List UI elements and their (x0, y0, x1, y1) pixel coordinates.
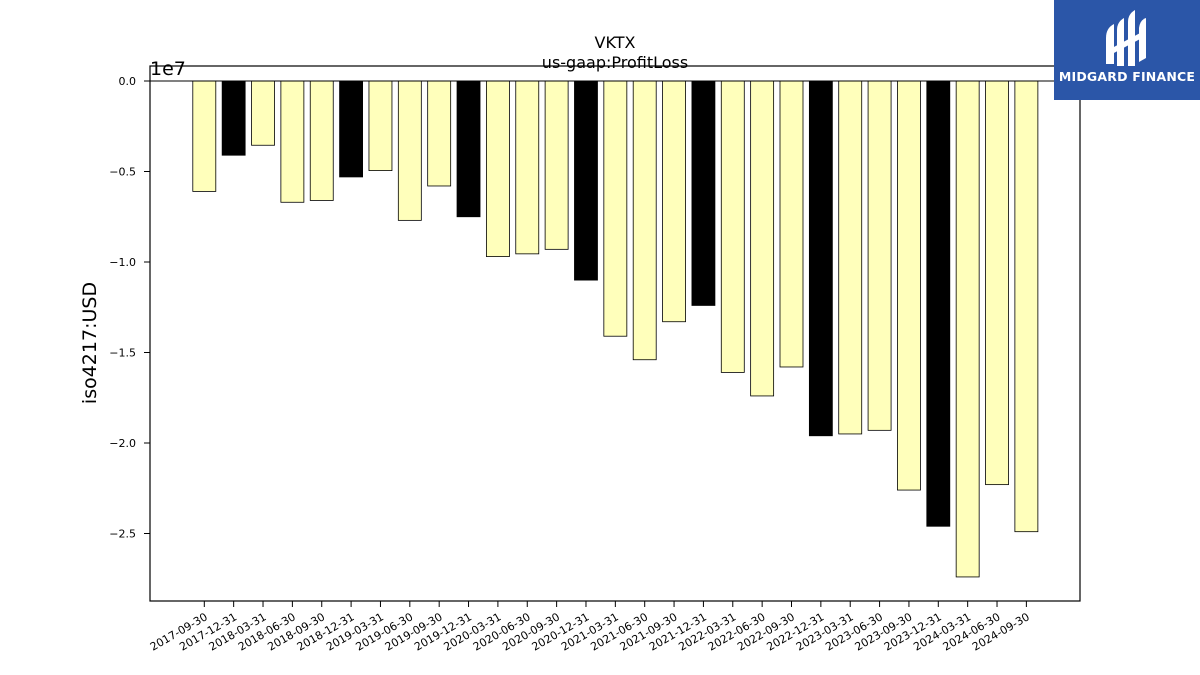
y-scale-label: 1e7 (150, 58, 186, 80)
bar-2018-12-31 (339, 80, 364, 178)
y-tick-label: −2.5 (109, 528, 136, 541)
bar-2020-12-31 (574, 80, 598, 281)
chart-subtitle: us-gaap:ProfitLoss (542, 53, 688, 72)
bar-2019-06-30 (397, 80, 422, 221)
bar-2021-09-30 (662, 80, 686, 323)
x-axis-ticks: 2017-09-302017-12-312018-03-312018-06-30… (148, 601, 1032, 654)
y-axis-label: iso4217:USD (79, 282, 101, 404)
y-tick-label: −0.5 (109, 166, 136, 179)
bar-2021-03-31 (603, 80, 628, 337)
bar-2024-06-30 (985, 80, 1009, 486)
bar-2022-06-30 (750, 80, 775, 397)
bar-2017-12-31 (221, 80, 246, 156)
bar-2023-06-30 (867, 80, 892, 431)
bar-2019-12-31 (456, 80, 481, 218)
bar-2020-06-30 (515, 80, 540, 255)
bar-2018-09-30 (309, 80, 334, 201)
bar-2023-09-30 (897, 80, 921, 491)
y-tick-label: −2.0 (109, 437, 136, 450)
logo-text: MIDGARD FINANCE (1058, 69, 1196, 84)
bar-2024-09-30 (1014, 80, 1039, 533)
plot-frame (149, 65, 1081, 602)
chart-title: VKTX (595, 33, 636, 52)
bar-2023-12-31 (926, 80, 951, 527)
bar-2022-12-31 (808, 80, 833, 437)
midgard-logo: MIDGARD FINANCE (1054, 0, 1200, 100)
bar-2017-09-30 (192, 80, 217, 192)
bar-2024-03-31 (955, 80, 980, 578)
bar-2018-03-31 (251, 80, 275, 146)
y-tick-label: −1.5 (109, 347, 136, 360)
y-tick-label: −1.0 (109, 256, 136, 269)
bar-2023-03-31 (838, 80, 863, 435)
y-tick-label: 0.0 (119, 75, 137, 88)
bar-2019-09-30 (427, 80, 452, 187)
bar-2019-03-31 (368, 80, 393, 171)
bar-2020-03-31 (485, 80, 510, 257)
bar-2022-09-30 (779, 80, 804, 368)
bar-2021-06-30 (632, 80, 657, 361)
bar-2022-03-31 (720, 80, 745, 373)
y-axis-ticks: 0.0 −0.5 −1.0 −1.5 −2.0 −2.5 (109, 75, 150, 541)
bar-2018-06-30 (280, 80, 305, 203)
bar-2020-09-30 (544, 80, 569, 250)
bar-2021-12-31 (691, 80, 716, 306)
bars-group (192, 80, 1039, 578)
midgard-logo-icon (1106, 10, 1146, 66)
